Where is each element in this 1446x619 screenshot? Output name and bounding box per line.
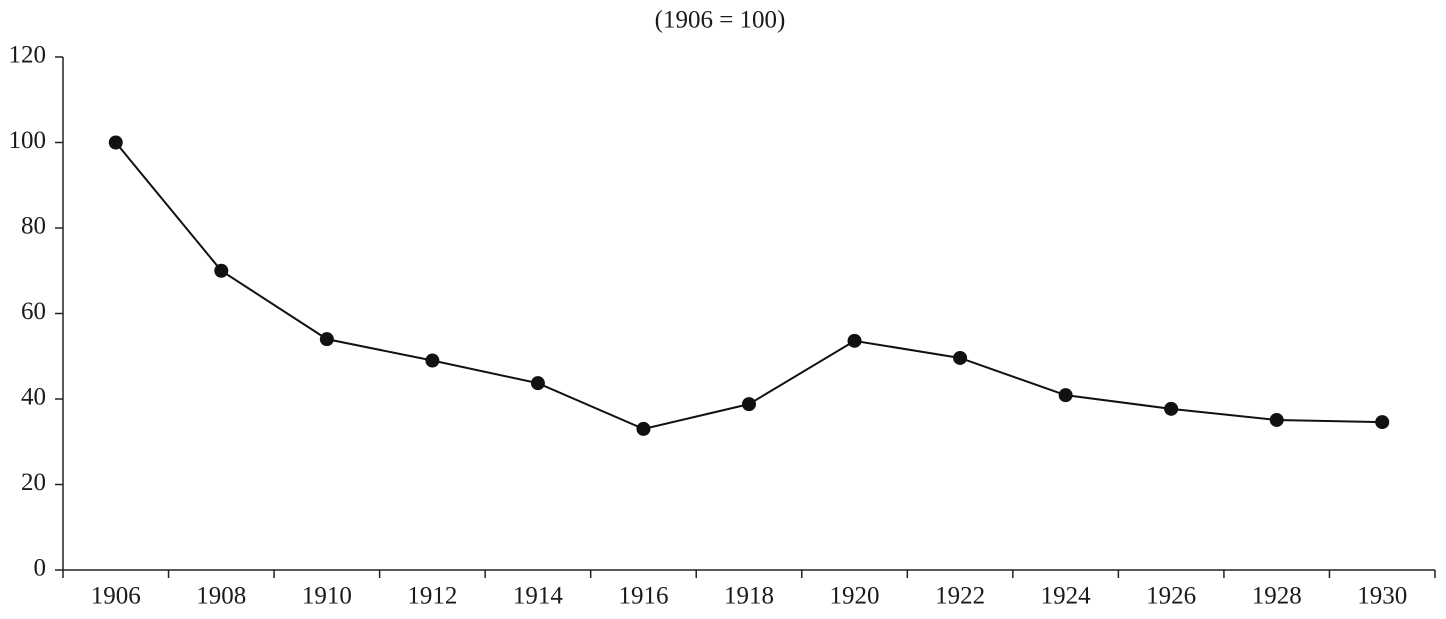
y-tick-label: 20 (21, 469, 46, 496)
x-tick-label: 1918 (724, 583, 774, 610)
data-line (114, 141, 1383, 430)
chart-title: (1906 = 100) (655, 7, 786, 34)
data-point (214, 263, 229, 278)
data-point (1269, 412, 1284, 427)
data-point (742, 397, 756, 412)
data-point (847, 333, 862, 348)
x-tick-label: 1930 (1357, 583, 1407, 610)
data-point (425, 353, 440, 368)
x-tick-label: 1914 (513, 583, 564, 610)
data-point (1375, 415, 1390, 430)
x-tick-label: 1926 (1146, 583, 1196, 610)
y-tick-label: 100 (9, 127, 47, 154)
y-tick-label: 0 (34, 555, 47, 582)
data-point (1058, 388, 1073, 403)
data-point (636, 421, 651, 436)
x-tick-label: 1920 (830, 583, 880, 610)
data-point (1164, 401, 1179, 416)
data-point (953, 350, 968, 365)
x-tick-label: 1924 (1041, 583, 1092, 610)
y-tick-label: 60 (21, 298, 46, 325)
y-tick-label: 120 (9, 42, 47, 69)
data-point (319, 332, 334, 347)
x-tick-label: 1906 (91, 583, 141, 610)
y-tick-label: 40 (21, 384, 46, 411)
x-tick-label: 1908 (196, 583, 246, 610)
data-point (108, 135, 123, 150)
x-tick-label: 1910 (302, 583, 352, 610)
x-tick-label: 1922 (935, 583, 985, 610)
data-point (530, 376, 545, 391)
x-tick-label: 1928 (1252, 583, 1302, 610)
y-tick-label: 80 (21, 213, 46, 240)
x-tick-label: 1912 (407, 583, 457, 610)
x-tick-label: 1916 (618, 583, 668, 610)
